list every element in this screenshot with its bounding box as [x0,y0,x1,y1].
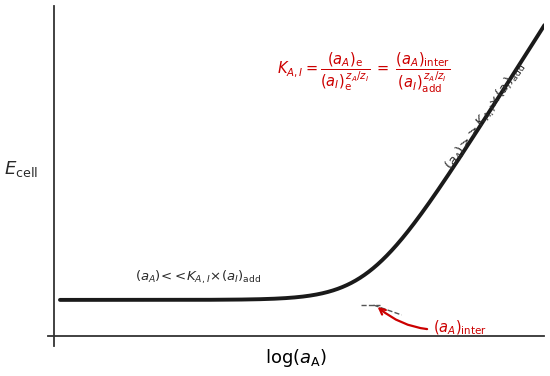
Text: $(a_A)\!<\!<\!K_{A,I}\!\times\!(a_I)_\mathrm{add}$: $(a_A)\!<\!<\!K_{A,I}\!\times\!(a_I)_\ma… [135,268,261,285]
Text: $(a_A)\!>\!>K_{A,I}\!\times\!(a_I)_\mathrm{add}$: $(a_A)\!>\!>K_{A,I}\!\times\!(a_I)_\math… [442,59,530,174]
X-axis label: $\log(a_\mathrm{A})$: $\log(a_\mathrm{A})$ [265,347,327,369]
Text: $K_{A,I} = \dfrac{(a_A)_\mathrm{e}}{(a_I)_\mathrm{e}^{\,z_A/z_I}}$$\;=\; \dfrac{: $K_{A,I} = \dfrac{(a_A)_\mathrm{e}}{(a_I… [277,52,450,96]
Text: $(a_A)_\mathrm{inter}$: $(a_A)_\mathrm{inter}$ [379,309,487,337]
Text: $E_\mathrm{cell}$: $E_\mathrm{cell}$ [4,159,38,179]
